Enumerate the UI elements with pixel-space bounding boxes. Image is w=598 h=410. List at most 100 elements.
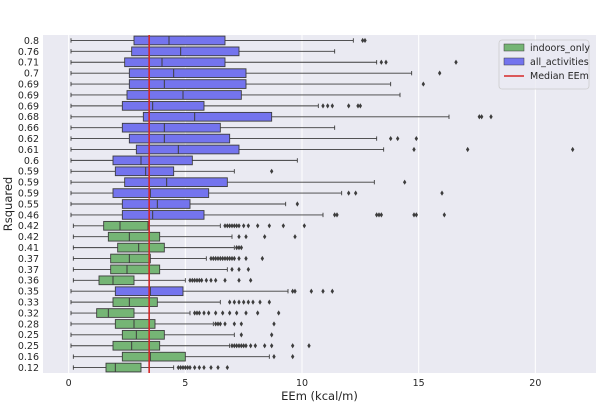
- outlier-point: [321, 103, 325, 109]
- box: [124, 177, 228, 188]
- outlier-point: [225, 223, 230, 229]
- outlier-point: [239, 343, 244, 349]
- legend-label-median-eem: Median EEm: [530, 71, 589, 82]
- outlier-point: [234, 223, 239, 229]
- outlier-point: [388, 135, 393, 142]
- outlier-point: [330, 288, 335, 294]
- y-tick-label: 0.68: [18, 112, 39, 123]
- box-row: [70, 68, 442, 78]
- outlier-point: [244, 255, 248, 262]
- y-tick-label: 0.8: [24, 36, 39, 47]
- y-tick-label: 0.37: [18, 254, 39, 265]
- box-row: [72, 220, 307, 231]
- outlier-point: [570, 146, 575, 153]
- x-tick-labels: 0 5 10 15 20: [66, 378, 542, 389]
- outlier-point: [234, 245, 239, 251]
- box-row: [70, 122, 336, 133]
- outlier-point: [227, 255, 232, 262]
- outlier-point: [269, 343, 274, 349]
- outlier-point: [211, 255, 216, 262]
- outlier-point: [225, 364, 230, 371]
- box-row: [70, 144, 575, 155]
- outlier-point: [237, 245, 241, 251]
- y-tick-label: 0.66: [18, 123, 39, 134]
- outlier-point: [237, 343, 241, 349]
- outlier-point: [267, 223, 272, 229]
- outlier-point: [346, 190, 351, 196]
- outlier-point: [190, 277, 195, 283]
- y-tick-label: 0.28: [18, 319, 39, 330]
- box: [121, 210, 205, 220]
- outlier-point: [321, 288, 325, 294]
- box: [126, 90, 242, 100]
- outlier-point: [246, 223, 251, 229]
- outlier-point: [379, 59, 384, 65]
- outlier-point: [195, 310, 199, 316]
- outlier-point: [227, 310, 232, 316]
- outlier-point: [188, 364, 192, 371]
- x-tick-label: 10: [296, 378, 308, 389]
- y-tick-label: 0.55: [18, 199, 39, 210]
- outlier-point: [227, 223, 232, 229]
- box-row: [72, 231, 297, 242]
- outlier-point: [363, 37, 367, 44]
- outlier-point: [241, 299, 246, 305]
- box: [128, 68, 247, 78]
- outlier-point: [384, 59, 388, 65]
- outlier-point: [290, 288, 295, 294]
- y-tick-label: 0.6: [24, 156, 39, 167]
- y-tick-label: 0.12: [18, 363, 39, 374]
- y-tick-label: 0.37: [18, 265, 39, 276]
- outlier-point: [290, 354, 295, 360]
- outlier-point: [302, 223, 307, 229]
- outlier-point: [442, 212, 447, 218]
- box: [105, 362, 142, 373]
- box: [98, 275, 135, 286]
- x-tick-label: 5: [182, 378, 188, 389]
- outlier-point: [234, 310, 239, 316]
- outlier-point: [239, 332, 244, 338]
- y-tick-label: 0.33: [18, 298, 39, 309]
- outlier-point: [195, 277, 199, 283]
- box-row: [72, 351, 295, 362]
- outlier-point: [255, 223, 260, 229]
- box: [110, 253, 151, 264]
- y-tick-label: 0.42: [18, 232, 39, 243]
- box: [121, 122, 221, 133]
- box-row: [72, 264, 251, 275]
- box: [117, 242, 165, 253]
- outlier-point: [178, 364, 183, 371]
- outlier-point: [206, 310, 211, 316]
- outlier-point: [309, 288, 314, 294]
- box-row: [70, 166, 274, 177]
- y-tick-label: 0.59: [18, 178, 39, 189]
- outlier-point: [246, 299, 251, 305]
- box-row: [70, 330, 274, 340]
- y-tick-label: 0.59: [18, 188, 39, 199]
- y-tick-label: 0.25: [18, 330, 39, 341]
- y-tick-label: 0.35: [18, 287, 39, 298]
- box-row: [70, 35, 367, 46]
- outlier-point: [360, 37, 365, 44]
- box: [107, 231, 161, 242]
- outlier-point: [202, 310, 206, 316]
- y-tick-label: 0.32: [18, 308, 39, 319]
- outlier-point: [332, 212, 337, 218]
- box-row: [70, 308, 281, 318]
- outlier-point: [237, 299, 241, 305]
- box-row: [72, 362, 230, 373]
- box-row: [72, 275, 253, 286]
- outlier-point: [272, 321, 276, 327]
- y-tick-label: 0.16: [18, 352, 39, 363]
- outlier-point: [197, 364, 202, 371]
- outlier-point: [197, 310, 202, 316]
- box-row: [70, 210, 447, 220]
- outlier-point: [185, 364, 190, 371]
- outlier-point: [223, 255, 227, 262]
- outlier-point: [199, 277, 204, 283]
- outlier-point: [202, 364, 206, 371]
- outlier-point: [253, 343, 258, 349]
- box-row: [70, 188, 444, 198]
- box-row: [70, 297, 272, 307]
- outlier-point: [244, 310, 248, 316]
